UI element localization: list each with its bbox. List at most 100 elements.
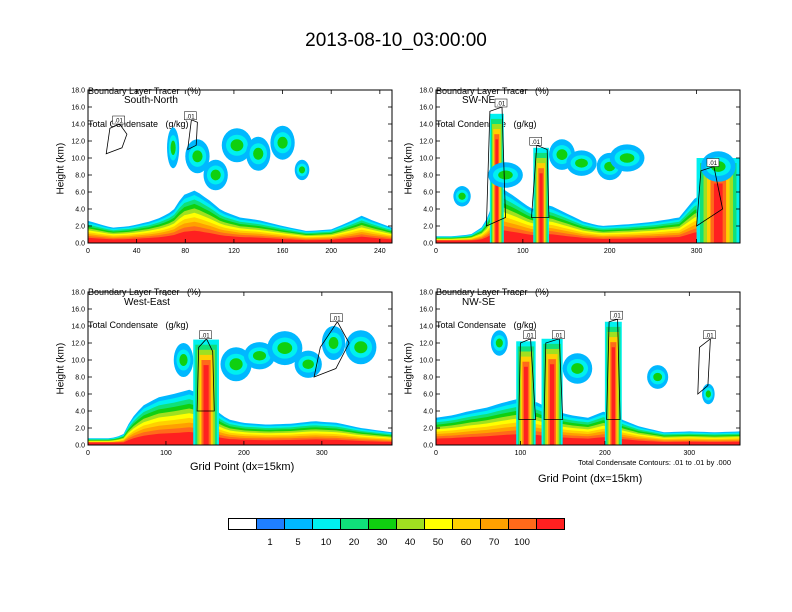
y-tick-label: 18.0	[71, 290, 85, 297]
heatmap-nw-se: .01 .01 .01 .01 0.0 2.0 4.0 6.0 8.0 10.0 12.0 14.0 1…	[419, 290, 741, 457]
colorbar-swatch	[340, 518, 369, 530]
y-tick-label: 6.0	[75, 190, 85, 197]
y-tick-label: 18.0	[419, 88, 433, 95]
y-tick-label: 2.0	[75, 224, 85, 231]
x-tick-label: 200	[604, 248, 616, 255]
panel-south-north: Boundary Layer Tracer (%) Total Condensa…	[50, 64, 410, 264]
y-tick-label: 16.0	[419, 105, 433, 112]
condensate-contour	[105, 123, 128, 155]
colorbar-swatch	[368, 518, 397, 530]
convective-tower	[203, 365, 209, 445]
y-tick-label: 6.0	[423, 392, 433, 399]
convective-tower	[539, 173, 543, 243]
y-tick-label: 10.0	[71, 156, 85, 163]
x-tick-label: 300	[683, 450, 695, 457]
tracer-plume	[253, 147, 264, 160]
colorbar-label: 70	[488, 537, 500, 548]
tracer-plume	[495, 338, 503, 348]
y-tick-label: 8.0	[75, 173, 85, 180]
tracer-plume	[575, 158, 588, 168]
y-tick-label: 6.0	[423, 190, 433, 197]
y-tick-label: 12.0	[71, 139, 85, 146]
x-tick-label: 200	[599, 450, 611, 457]
colorbar-swatch	[284, 518, 313, 530]
y-tick-label: 2.0	[423, 426, 433, 433]
plot-area: .01 .01 .01 .01	[436, 310, 740, 445]
x-tick-label: 0	[86, 248, 90, 255]
colorbar-label: 5	[295, 537, 301, 548]
contour-label-box	[523, 330, 536, 339]
y-tick-label: 6.0	[75, 392, 85, 399]
contour-label-box	[199, 330, 212, 339]
x-tick-label: 200	[238, 450, 250, 457]
y-tick-label: 12.0	[71, 341, 85, 348]
y-tick-label: 4.0	[423, 207, 433, 214]
panel-label: West-East	[124, 297, 170, 308]
panel-header-line1: Boundary Layer Tracer (%)	[88, 86, 202, 96]
colorbar-swatch	[396, 518, 425, 530]
y-tick-label: 0.0	[423, 241, 433, 248]
tracer-plume	[170, 140, 176, 155]
tracer-plume	[229, 358, 243, 371]
y-tick-label: 16.0	[419, 307, 433, 314]
panel-label: NW-SE	[462, 297, 495, 308]
x-tick-label: 0	[434, 450, 438, 457]
contour-label-box	[706, 158, 720, 167]
y-tick-label: 8.0	[75, 375, 85, 382]
contour-label: .01	[114, 119, 123, 125]
tracer-plume	[619, 153, 635, 163]
y-tick-label: 14.0	[419, 324, 433, 331]
tracer-plume	[192, 150, 203, 163]
x-tick-label: 120	[228, 248, 240, 255]
plot-frame	[87, 291, 393, 446]
y-tick-label: 4.0	[423, 409, 433, 416]
contour-note: Total Condensate Contours: .01 to .01 by…	[578, 458, 732, 467]
tracer-plume	[458, 192, 466, 200]
colorbar-swatch	[536, 518, 565, 530]
condensate-contour	[187, 119, 198, 151]
panel-sw-ne: Boundary Layer Tracer (%) Total Condensa…	[398, 64, 758, 264]
contour-label-box	[112, 115, 125, 125]
contour-label-box	[330, 313, 343, 322]
plot-area: .01 .01 .01	[436, 98, 740, 243]
tracer-band	[436, 434, 740, 445]
y-tick-label: 18.0	[419, 290, 433, 297]
colorbar-swatch	[480, 518, 509, 530]
y-tick-label: 0.0	[423, 443, 433, 450]
contour-label: .01	[497, 102, 506, 108]
x-tick-label: 0	[434, 248, 438, 255]
convective-tower	[550, 364, 555, 445]
tracer-plume	[328, 337, 339, 349]
tracer-plume	[298, 166, 306, 174]
x-tick-label: 40	[133, 248, 141, 255]
colorbar-swatch	[452, 518, 481, 530]
panel-header: Boundary Layer Tracer (%) Total Condensa…	[88, 64, 201, 152]
y-tick-label: 12.0	[419, 139, 433, 146]
tracer-band	[88, 230, 392, 243]
y-tick-label: 8.0	[423, 375, 433, 382]
tracer-plume	[210, 169, 221, 181]
y-tick-label: 16.0	[71, 105, 85, 112]
heatmap-sw-ne: .01 .01 .01 0.0 2.0 4.0 6.0 8.0 10.0 12.0 14.0 16.0…	[419, 88, 741, 255]
x-tick-label: 80	[181, 248, 189, 255]
colorbar-label: 30	[376, 537, 388, 548]
plot-area: .01 .01	[88, 111, 392, 243]
heatmap-west-east: .01 .01 0.0 2.0 4.0 6.0 8.0 10.0 12.0 14.0 16.0 18.…	[71, 290, 393, 457]
y-axis-label: Height (km)	[55, 342, 67, 395]
contour-label: .01	[705, 333, 714, 339]
y-tick-label: 0.0	[75, 241, 85, 248]
colorbar-label: 50	[432, 537, 444, 548]
y-axis-label: Height (km)	[403, 342, 415, 395]
plot-frame	[87, 89, 393, 244]
x-tick-label: 300	[316, 450, 328, 457]
tracer-plume	[653, 372, 663, 382]
heatmap-south-north: .01 .01 0.0 2.0 4.0 6.0 8.0 10.0 12.0 14.0 16.0 18.…	[71, 88, 393, 255]
panel-header-line2: Total Condensate (g/kg)	[436, 320, 537, 330]
convective-tower	[523, 366, 528, 445]
colorbar-swatch	[312, 518, 341, 530]
contour-label: .01	[332, 316, 341, 322]
contour-label: .01	[201, 333, 210, 339]
colorbar-swatch	[228, 518, 257, 530]
y-tick-label: 4.0	[75, 409, 85, 416]
y-tick-label: 2.0	[75, 426, 85, 433]
